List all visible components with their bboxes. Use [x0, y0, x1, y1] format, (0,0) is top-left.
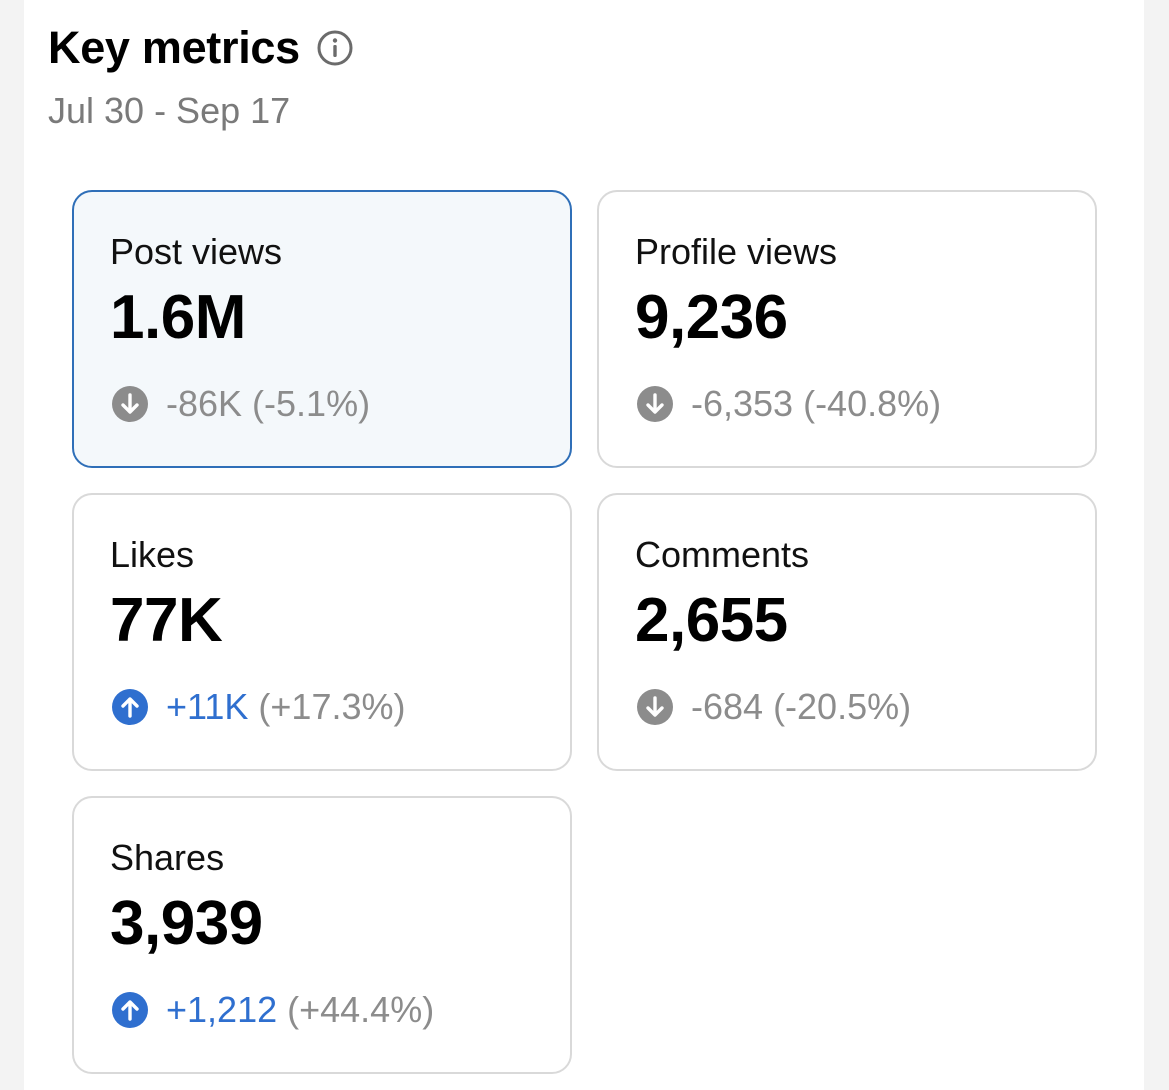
metric-percent: (-40.8%) [803, 383, 942, 424]
metric-value: 3,939 [110, 889, 263, 958]
metric-percent: (-20.5%) [773, 686, 912, 727]
info-icon[interactable] [316, 29, 354, 67]
metric-label: Comments [635, 534, 810, 575]
arrow-up-circle-icon [110, 990, 150, 1030]
metric-delta: -86K (-5.1%) [110, 382, 534, 426]
metric-percent: (+44.4%) [287, 989, 435, 1030]
metric-percent: (-5.1%) [252, 383, 371, 424]
metric-delta: -684 (-20.5%) [635, 685, 1059, 729]
metric-value: 1.6M [110, 283, 246, 352]
metric-value: 77K [110, 586, 223, 655]
metric-label: Likes [110, 534, 195, 575]
metric-card-profile-views[interactable]: Profile views 9,236 -6,353 (-40.8%) [597, 190, 1097, 468]
metric-label: Shares [110, 837, 225, 878]
title-row: Key metrics [48, 20, 354, 76]
metric-card-shares[interactable]: Shares 3,939 +1,212 (+44.4%) [72, 796, 572, 1074]
metric-change: -6,353 [691, 383, 794, 424]
metric-card-post-views[interactable]: Post views 1.6M -86K (-5.1%) [72, 190, 572, 468]
metric-value: 2,655 [635, 586, 788, 655]
metric-delta: -6,353 (-40.8%) [635, 382, 1059, 426]
metric-change: -86K [166, 383, 243, 424]
arrow-down-circle-icon [635, 384, 675, 424]
date-range: Jul 30 - Sep 17 [48, 90, 291, 131]
metric-card-comments[interactable]: Comments 2,655 -684 (-20.5%) [597, 493, 1097, 771]
metric-label: Profile views [635, 231, 838, 272]
metric-delta: +11K (+17.3%) [110, 685, 534, 729]
arrow-up-circle-icon [110, 687, 150, 727]
metric-delta: +1,212 (+44.4%) [110, 988, 534, 1032]
metric-label: Post views [110, 231, 283, 272]
arrow-down-circle-icon [110, 384, 150, 424]
metric-change: +1,212 [166, 989, 278, 1030]
metric-card-likes[interactable]: Likes 77K +11K (+17.3%) [72, 493, 572, 771]
page-title: Key metrics [48, 22, 300, 73]
metric-percent: (+17.3%) [258, 686, 406, 727]
metric-change: -684 [691, 686, 764, 727]
arrow-down-circle-icon [635, 687, 675, 727]
metric-change: +11K [166, 686, 249, 727]
key-metrics-header: Key metrics Jul 30 - Sep 17 [48, 20, 354, 132]
metric-value: 9,236 [635, 283, 788, 352]
